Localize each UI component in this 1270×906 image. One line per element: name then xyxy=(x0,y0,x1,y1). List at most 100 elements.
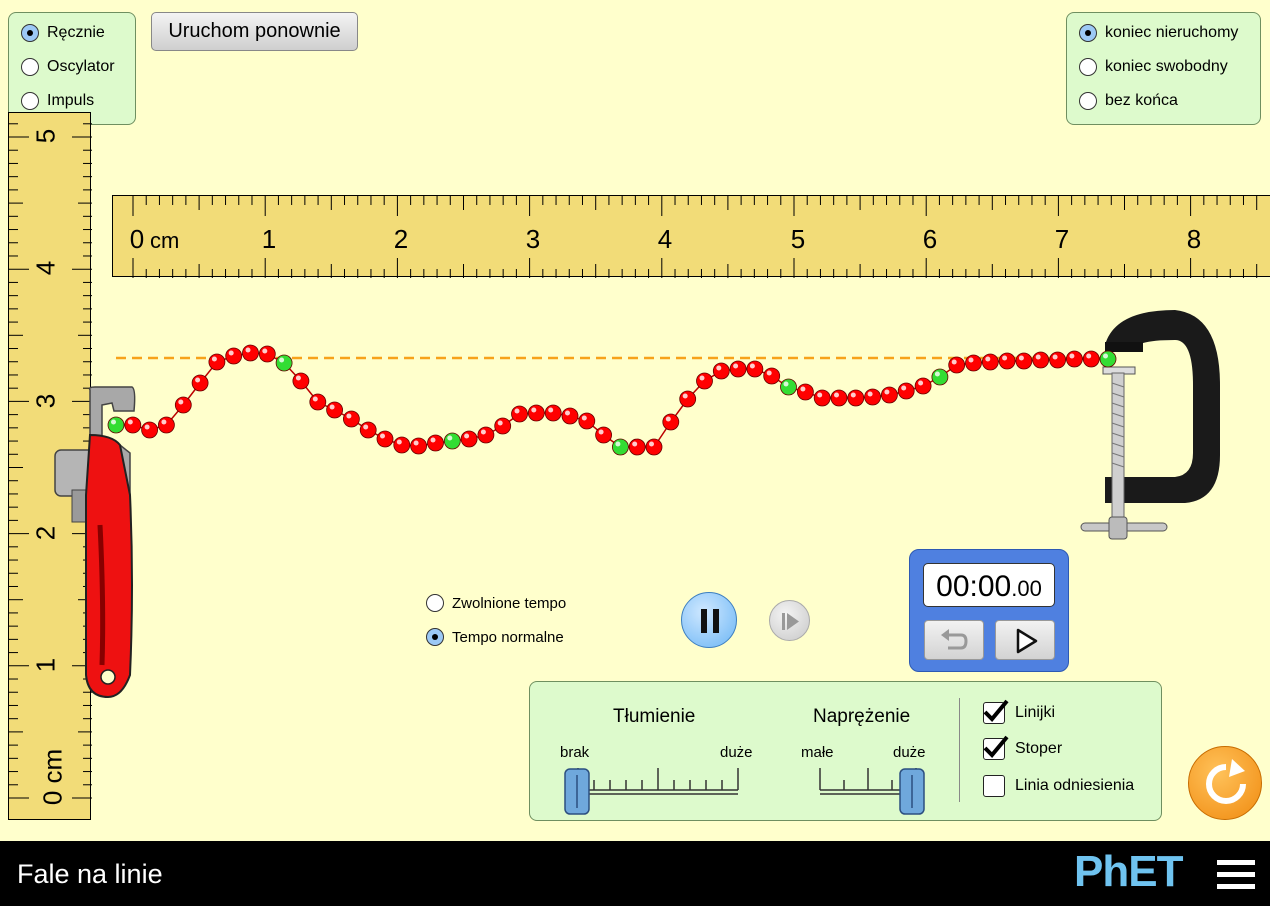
hamburger-menu-icon[interactable] xyxy=(1216,855,1256,895)
checkbox-label: Stoper xyxy=(1015,740,1063,757)
reference-line-checkbox[interactable] xyxy=(983,775,1005,797)
bead-highlight xyxy=(363,424,369,430)
stopwatch-display: 00:00 .00 xyxy=(923,563,1055,607)
bead-highlight xyxy=(178,399,184,405)
bead-highlight xyxy=(1018,355,1024,361)
bead-highlight xyxy=(430,437,436,443)
bead xyxy=(696,372,713,390)
bead xyxy=(393,436,411,454)
bead xyxy=(376,430,394,448)
bead xyxy=(847,389,865,407)
wrench-icon[interactable] xyxy=(50,385,140,705)
bead-highlight xyxy=(228,350,234,356)
bead-highlight xyxy=(480,429,486,435)
checkbox-rulers[interactable]: Linijki xyxy=(983,699,1055,724)
stopwatch-play-button[interactable] xyxy=(995,620,1055,660)
bead xyxy=(645,438,663,456)
play-icon xyxy=(1016,628,1038,654)
horizontal-ruler-label-3: 3 xyxy=(525,224,541,254)
restart-button[interactable]: Uruchom ponownie xyxy=(151,12,358,51)
reset-all-icon xyxy=(1206,759,1246,804)
tension-max-label: duże xyxy=(893,744,926,761)
horizontal-ruler[interactable]: 0 cm 1 2 3 4 5 6 7 8 xyxy=(112,195,1270,278)
speed-radio-normal[interactable] xyxy=(426,628,444,646)
mode-option-label: Oscylator xyxy=(47,58,115,75)
bead-highlight xyxy=(598,429,604,435)
stopwatch-checkbox[interactable] xyxy=(983,735,1009,760)
bead-highlight xyxy=(867,391,873,397)
damping-slider[interactable] xyxy=(560,762,750,816)
stopwatch-reset-button[interactable] xyxy=(924,620,984,660)
pause-button[interactable] xyxy=(681,592,737,648)
mode-option-oscillator[interactable]: Oscylator xyxy=(21,58,115,76)
bead xyxy=(578,412,596,430)
bead-highlight xyxy=(632,441,638,447)
bead xyxy=(712,362,730,380)
mode-radio-oscillator[interactable] xyxy=(21,58,39,76)
bead xyxy=(1082,350,1100,368)
tension-slider[interactable] xyxy=(806,762,936,816)
bead-highlight xyxy=(699,375,705,381)
checkmark-icon xyxy=(983,735,1009,758)
marker-bead xyxy=(107,416,125,434)
checkbox-stopwatch[interactable]: Stoper xyxy=(983,735,1063,760)
phet-logo[interactable]: PhET xyxy=(1074,847,1183,896)
end-option-no-end[interactable]: bez końca xyxy=(1079,92,1178,110)
checkbox-label: Linia odniesienia xyxy=(1015,777,1135,794)
checkmark-icon xyxy=(983,699,1009,722)
horizontal-ruler-label-5: 5 xyxy=(790,224,806,254)
bead-highlight xyxy=(901,385,907,391)
bead-highlight xyxy=(329,404,335,410)
controls-panel: Tłumienie brak duże Naprężenie małe duże xyxy=(529,681,1162,821)
stopwatch[interactable]: 00:00 .00 xyxy=(909,549,1069,672)
horizontal-ruler-label-0: 0 xyxy=(129,224,145,254)
step-forward-button[interactable] xyxy=(769,600,810,641)
speed-option-slow[interactable]: Zwolnione tempo xyxy=(426,594,566,612)
bead-highlight xyxy=(834,392,839,398)
rulers-checkbox[interactable] xyxy=(983,699,1009,724)
bead xyxy=(679,390,697,408)
bead-highlight xyxy=(531,407,537,413)
bead-highlight xyxy=(581,415,587,421)
mode-radio-pulse[interactable] xyxy=(21,92,39,110)
mode-option-label: Ręcznie xyxy=(47,24,105,41)
reset-all-button[interactable] xyxy=(1188,746,1262,820)
vertical-ruler-ticks xyxy=(9,123,92,799)
marker-bead xyxy=(275,354,293,372)
bead xyxy=(628,438,646,456)
bead xyxy=(242,344,259,362)
end-option-loose[interactable]: koniec swobodny xyxy=(1079,58,1228,76)
end-option-label: bez końca xyxy=(1105,92,1178,109)
mode-option-pulse[interactable]: Impuls xyxy=(21,92,94,110)
mode-radio-manual[interactable] xyxy=(21,24,39,42)
bead-highlight xyxy=(850,392,856,398)
checkbox-reference-line[interactable]: Linia odniesienia xyxy=(983,775,1134,797)
damping-title: Tłumienie xyxy=(613,706,696,727)
speed-option-label: Zwolnione tempo xyxy=(452,594,567,612)
end-option-fixed[interactable]: koniec nieruchomy xyxy=(1079,24,1238,42)
bead xyxy=(359,421,377,439)
bead xyxy=(309,393,327,411)
bead-highlight xyxy=(951,359,957,365)
mode-option-manual[interactable]: Ręcznie xyxy=(21,24,105,42)
bead xyxy=(342,410,360,428)
damping-slider-thumb[interactable] xyxy=(564,768,590,815)
bead-highlight xyxy=(262,348,268,354)
marker-bead xyxy=(443,432,461,450)
bead-highlight xyxy=(1035,354,1041,360)
end-radio-loose[interactable] xyxy=(1079,58,1097,76)
bead xyxy=(1015,352,1033,370)
speed-option-normal[interactable]: Tempo normalne xyxy=(426,628,564,646)
damping-min-label: brak xyxy=(560,744,590,761)
bead xyxy=(141,421,159,439)
end-radio-no-end[interactable] xyxy=(1079,92,1097,110)
bead xyxy=(1066,350,1083,368)
tension-slider-thumb[interactable] xyxy=(899,768,925,815)
bead-highlight xyxy=(565,410,570,416)
speed-radio-slow[interactable] xyxy=(426,594,444,612)
bead-highlight xyxy=(1103,353,1108,359)
end-radio-fixed[interactable] xyxy=(1079,24,1097,42)
bead-highlight xyxy=(127,419,133,425)
bead-highlight xyxy=(1052,354,1058,360)
